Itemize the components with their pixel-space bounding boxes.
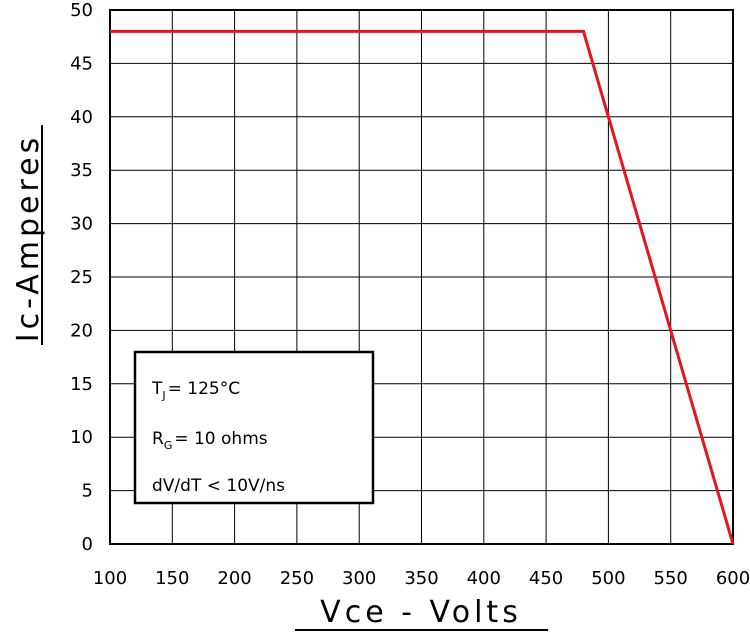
y-tick-label: 35	[70, 160, 93, 181]
x-tick-labels: 100 150 200 250 300 350 400 450 500 550 600	[93, 568, 750, 589]
x-tick-label: 400	[467, 568, 501, 589]
y-tick-label: 30	[70, 214, 93, 235]
y-tick-label: 5	[82, 481, 93, 502]
y-tick-label: 15	[70, 374, 93, 395]
y-tick-label: 45	[70, 53, 93, 74]
series-layer	[110, 29, 735, 545]
y-tick-label: 0	[82, 534, 93, 555]
x-axis-title: Vce - Volts	[320, 595, 522, 630]
y-axis-title-group: Ic-Amperes	[11, 125, 46, 345]
annotation-rg: RG = 10 ohms	[152, 429, 268, 452]
annotation-dvdt: dV/dT < 10V/ns	[152, 476, 285, 496]
x-tick-label: 200	[217, 568, 251, 589]
annotation-box: TJ = 125°C RG = 10 ohms dV/dT < 10V/ns	[133, 350, 375, 505]
x-tick-label: 450	[529, 568, 563, 589]
x-tick-label: 300	[342, 568, 376, 589]
y-axis-title: Ic-Amperes	[11, 134, 46, 343]
y-tick-label: 10	[70, 427, 93, 448]
soa-curve-line	[110, 29, 735, 545]
annotation-tj: TJ = 125°C	[151, 379, 240, 402]
plot-frame	[109, 9, 734, 545]
y-tick-labels: 0 5 10 15 20 25 30 35 40 45 50	[70, 0, 93, 555]
x-tick-label: 100	[93, 568, 127, 589]
y-tick-label: 25	[70, 267, 93, 288]
x-axis-title-group: Vce - Volts	[295, 595, 548, 631]
x-tick-label: 500	[591, 568, 625, 589]
y-tick-label: 20	[70, 320, 93, 341]
x-tick-label: 150	[155, 568, 189, 589]
x-tick-label: 550	[654, 568, 688, 589]
x-tick-label: 350	[404, 568, 438, 589]
y-tick-label: 40	[70, 107, 93, 128]
annotation-frame	[133, 350, 375, 505]
y-tick-label: 50	[70, 0, 93, 21]
x-tick-label: 250	[280, 568, 314, 589]
x-tick-label: 600	[716, 568, 750, 589]
